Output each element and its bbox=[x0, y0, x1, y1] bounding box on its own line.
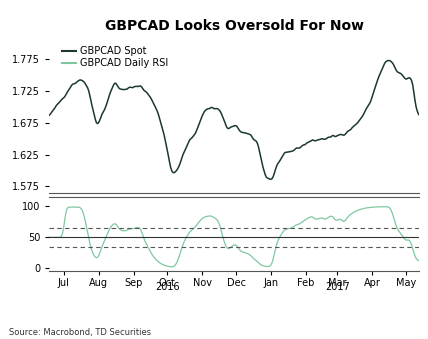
Text: 2016: 2016 bbox=[155, 282, 180, 292]
Text: Source: Macrobond, TD Securities: Source: Macrobond, TD Securities bbox=[9, 328, 151, 337]
Legend: GBPCAD Spot, GBPCAD Daily RSI: GBPCAD Spot, GBPCAD Daily RSI bbox=[58, 42, 172, 72]
Title: GBPCAD Looks Oversold For Now: GBPCAD Looks Oversold For Now bbox=[105, 19, 364, 33]
Text: 2017: 2017 bbox=[325, 282, 350, 292]
